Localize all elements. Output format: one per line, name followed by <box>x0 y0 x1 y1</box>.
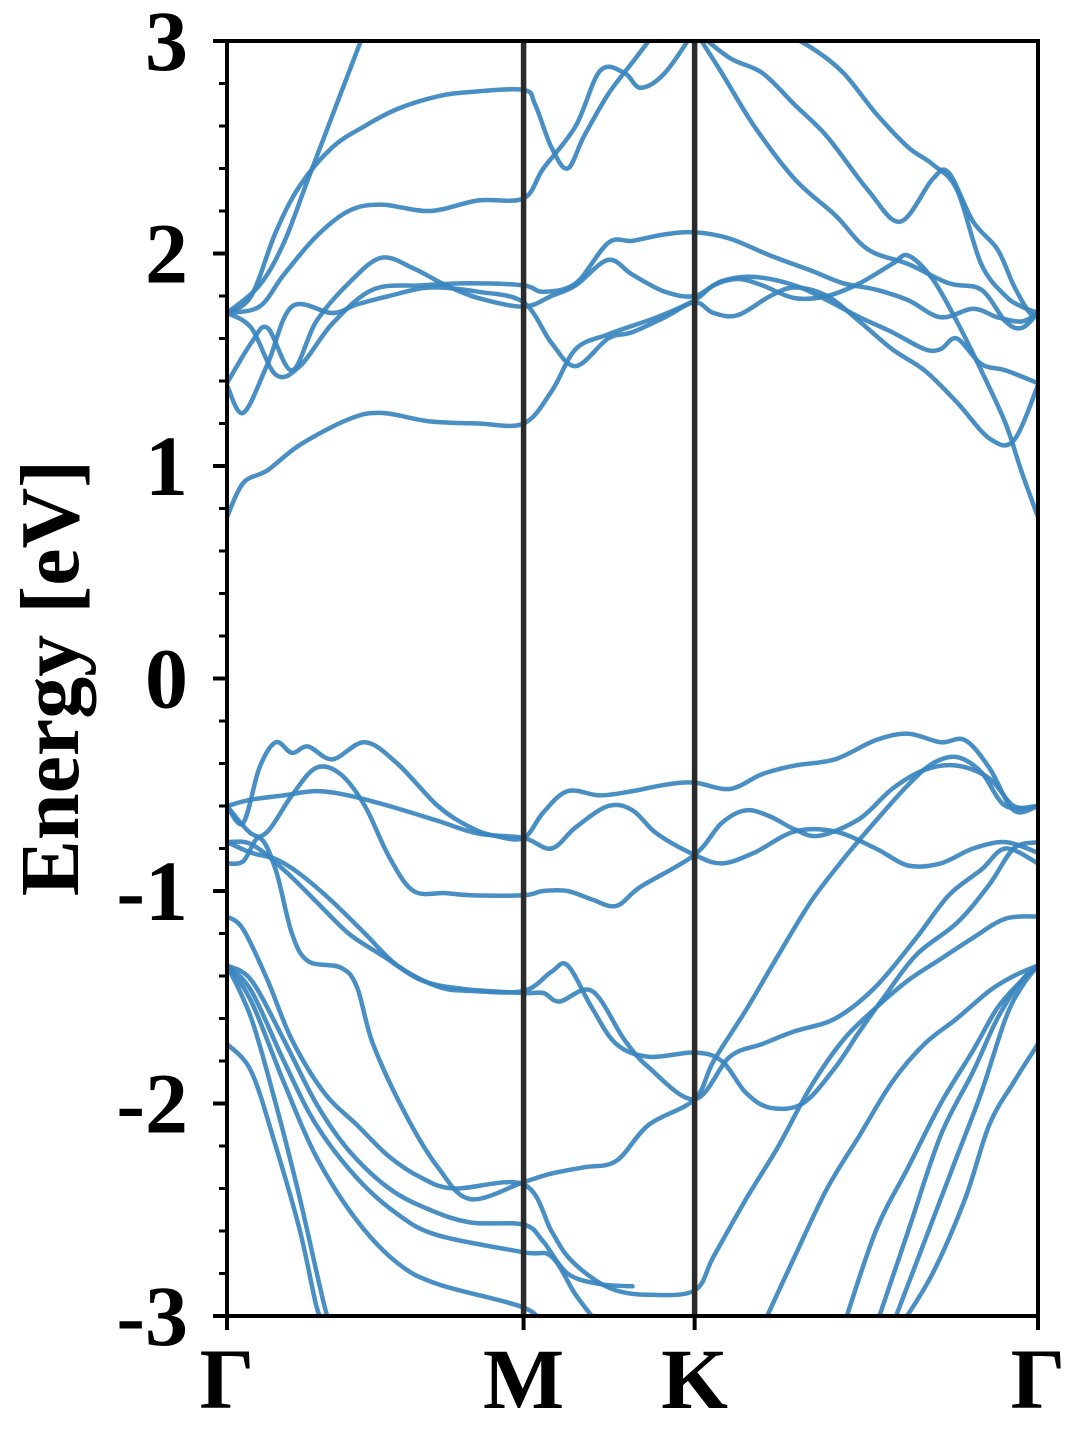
band-line-9 <box>703 41 1038 318</box>
band-line-16 <box>227 754 1038 1202</box>
band-line-27 <box>904 1041 1038 1316</box>
band-line-22 <box>227 1041 322 1316</box>
x-tick-label: M <box>483 1331 564 1427</box>
band-line-12 <box>227 762 1038 909</box>
band-line-21 <box>227 963 330 1316</box>
band-line-23 <box>764 963 1038 1316</box>
y-axis-ticks: -3 -2 -1 0 1 2 3 <box>116 0 227 1364</box>
band-line-17 <box>227 914 1038 1298</box>
band-line-1 <box>227 252 1038 520</box>
band-line-26 <box>893 963 1038 1316</box>
band-line-24 <box>844 963 1038 1316</box>
band-line-25 <box>877 963 1038 1316</box>
y-tick-label: -2 <box>116 1056 188 1152</box>
band-line-3 <box>227 255 1038 386</box>
plot-frame <box>225 39 1040 1318</box>
band-line-5 <box>227 41 691 316</box>
y-tick-label: 2 <box>145 206 188 302</box>
band-line-13 <box>227 788 1038 869</box>
band-line-15 <box>227 839 1038 1102</box>
band-line-10 <box>795 41 1038 316</box>
y-tick-label: 3 <box>145 0 188 89</box>
band-lines <box>227 41 1038 1316</box>
y-tick-label: 1 <box>145 418 188 514</box>
y-axis-label: Energy [eV] <box>4 460 97 896</box>
band-line-11 <box>227 731 1038 842</box>
band-line-18 <box>227 963 635 1289</box>
x-tick-label: K <box>661 1331 728 1427</box>
band-line-4 <box>227 229 1038 380</box>
y-tick-label: -3 <box>116 1268 188 1364</box>
band-line-7 <box>227 41 364 316</box>
y-tick-label: 0 <box>145 631 188 727</box>
band-line-19 <box>227 963 595 1316</box>
band-line-6 <box>227 41 652 316</box>
band-line-20 <box>227 963 540 1316</box>
band-line-2 <box>227 285 1038 448</box>
x-tick-label: Γ <box>200 1331 255 1427</box>
y-tick-label: -1 <box>116 843 188 939</box>
high-symmetry-lines <box>520 41 698 1316</box>
band-line-8 <box>698 41 1038 331</box>
band-line-14 <box>227 839 1038 1112</box>
x-tick-label: Γ <box>1011 1331 1066 1427</box>
